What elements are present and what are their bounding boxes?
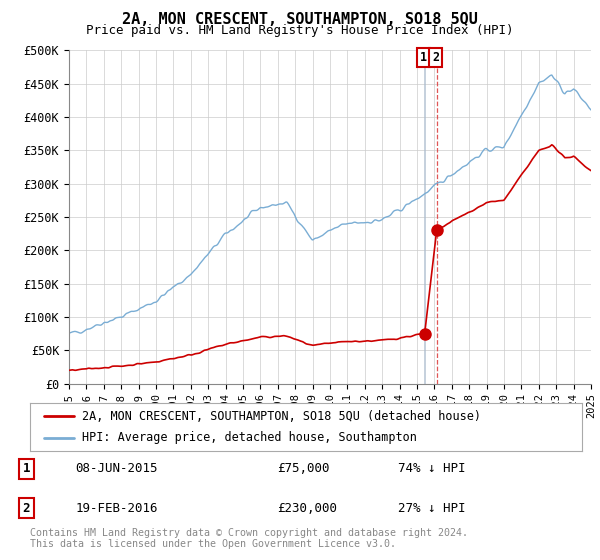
Text: 2: 2 (23, 502, 30, 515)
Text: Contains HM Land Registry data © Crown copyright and database right 2024.
This d: Contains HM Land Registry data © Crown c… (30, 528, 468, 549)
Text: £230,000: £230,000 (277, 502, 337, 515)
Text: Price paid vs. HM Land Registry's House Price Index (HPI): Price paid vs. HM Land Registry's House … (86, 24, 514, 37)
Text: 27% ↓ HPI: 27% ↓ HPI (398, 502, 466, 515)
Text: 2A, MON CRESCENT, SOUTHAMPTON, SO18 5QU: 2A, MON CRESCENT, SOUTHAMPTON, SO18 5QU (122, 12, 478, 27)
Text: 08-JUN-2015: 08-JUN-2015 (76, 463, 158, 475)
Text: 74% ↓ HPI: 74% ↓ HPI (398, 463, 466, 475)
Text: 1: 1 (23, 463, 30, 475)
Text: 1: 1 (420, 50, 427, 64)
Text: HPI: Average price, detached house, Southampton: HPI: Average price, detached house, Sout… (82, 431, 418, 445)
Text: 2: 2 (432, 50, 439, 64)
Text: 19-FEB-2016: 19-FEB-2016 (76, 502, 158, 515)
Text: £75,000: £75,000 (277, 463, 329, 475)
Text: 2A, MON CRESCENT, SOUTHAMPTON, SO18 5QU (detached house): 2A, MON CRESCENT, SOUTHAMPTON, SO18 5QU … (82, 409, 481, 423)
